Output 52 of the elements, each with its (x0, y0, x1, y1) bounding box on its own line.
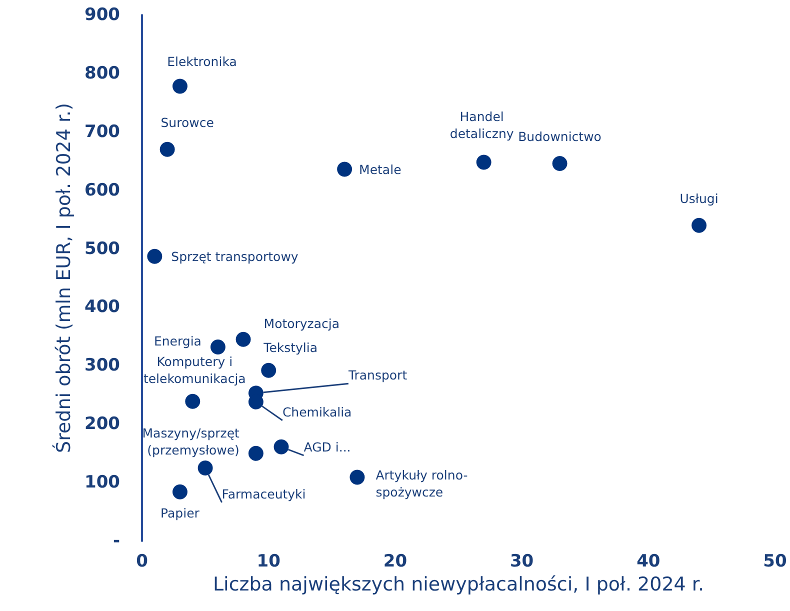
point (198, 460, 213, 476)
point (274, 439, 289, 454)
annotation: Artykuły rolno-spożywcze (376, 467, 468, 500)
point (261, 362, 276, 378)
y-tick-label: 500 (84, 238, 120, 259)
point (476, 154, 492, 170)
y-tick-label: 100 (84, 472, 120, 493)
y-tick-label: 700 (84, 122, 120, 142)
point (185, 394, 200, 409)
point (147, 248, 162, 264)
annotation: Metale (359, 162, 402, 177)
annotation: Budownictwo (518, 128, 602, 144)
y-tick-label: 800 (84, 63, 120, 84)
point (337, 162, 352, 177)
point (160, 142, 175, 157)
y-tick-label: 200 (84, 414, 120, 434)
point (172, 78, 188, 94)
x-tick-label: 30 (510, 552, 534, 572)
annotation: Energia (154, 333, 202, 348)
annotation: Maszyny/sprzęt (przemysłowe) (142, 425, 240, 458)
annotation: Handel detaliczny (450, 108, 514, 141)
point (350, 470, 365, 485)
annotation: Usługi (680, 190, 718, 206)
point (236, 332, 251, 347)
annotation: Farmaceutyki (222, 486, 306, 502)
annotation: Elektronika (167, 54, 237, 69)
x-tick-label: 20 (383, 552, 408, 572)
point (552, 156, 568, 171)
point (172, 484, 188, 500)
point (248, 446, 264, 461)
annotation: Chemikalia (282, 404, 352, 420)
y-axis-title: Średni obrót (mln EUR, I poł. 2024 r.) (52, 103, 76, 453)
annotation: Motoryzacja (264, 316, 340, 331)
x-tick-label: 10 (256, 552, 281, 572)
annotation: Papier (160, 505, 200, 520)
annotation: AGD i... (304, 439, 351, 454)
y-tick-label: 900 (84, 5, 120, 25)
y-tick-label: 600 (84, 180, 120, 200)
y-tick-label: - (112, 531, 120, 551)
x-tick-label: 50 (763, 552, 787, 572)
y-tick-label: 300 (84, 356, 120, 376)
x-tick-label: 0 (136, 552, 148, 572)
point (210, 339, 226, 354)
annotation: Komputery i telekomunikacja (143, 354, 246, 386)
y-tick-label: 400 (84, 297, 120, 318)
annotation: Surowce (160, 114, 214, 130)
point (692, 218, 707, 233)
annotation: Transport (347, 368, 408, 383)
x-axis-title: Liczba największych niewypłacalności, I poł. 2024 r. (212, 573, 704, 596)
annotation: Sprzęt transportowy (171, 248, 299, 264)
annotation: Tekstylia (262, 340, 318, 355)
x-tick-label: 40 (636, 552, 660, 572)
